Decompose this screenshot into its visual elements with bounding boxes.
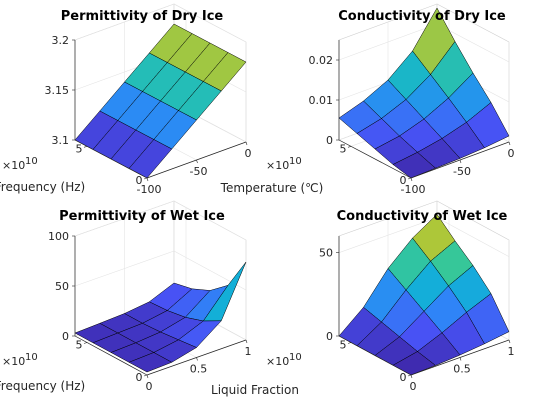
z-tick-label: 3.1: [52, 134, 70, 147]
x-tick-mark: [146, 374, 149, 379]
surface: [74, 23, 247, 179]
z-tick-label: 3.2: [52, 34, 70, 47]
x-tick-label: -50: [190, 165, 208, 178]
x-tick-label: 0: [245, 147, 252, 160]
x-tick-mark: [245, 141, 248, 146]
y-tick-mark: [143, 177, 148, 180]
x-tick-label: 0.5: [453, 363, 471, 376]
x-tick-label: 1: [245, 345, 252, 358]
z-tick-label: 3.15: [45, 84, 70, 97]
z-tick-label: 0: [326, 330, 333, 343]
y-axis-label: Frequency (Hz): [0, 180, 85, 194]
y-exponent-power: 10: [289, 352, 302, 363]
z-tick-label: 50: [319, 247, 333, 260]
x-tick-label: -100: [137, 183, 162, 196]
y-exponent-label: ×10: [266, 355, 289, 368]
x-tick-label: 0: [146, 380, 153, 393]
surface: [74, 261, 247, 373]
z-tick-label: 50: [55, 280, 69, 293]
z-tick-label: 100: [48, 230, 69, 243]
subplot-title: Conductivity of Wet Ice: [337, 209, 508, 224]
x-tick-label: -100: [401, 183, 426, 196]
x-tick-mark: [410, 374, 413, 379]
y-tick-label: 5: [76, 142, 83, 155]
x-tick-label: -50: [453, 165, 471, 178]
y-tick-label: 0: [136, 174, 143, 187]
x-tick-label: 0: [508, 147, 515, 160]
y-tick-label: 5: [76, 339, 83, 352]
y-tick-label: 5: [340, 142, 347, 155]
surface-patch: [392, 152, 436, 179]
x-tick-mark: [196, 159, 198, 164]
x-tick-mark: [508, 339, 511, 344]
y-tick-mark: [83, 146, 88, 148]
z-tick-label: 0: [326, 134, 333, 147]
y-tick-mark: [83, 342, 88, 344]
y-exponent-power: 10: [25, 352, 38, 363]
z-tick-label: 0: [62, 330, 69, 343]
x-tick-label: 1: [508, 345, 515, 358]
x-tick-label: 0.5: [190, 363, 208, 376]
y-exponent-label: ×10: [266, 159, 289, 172]
surface: [338, 7, 510, 179]
x-tick-mark: [245, 339, 248, 344]
y-tick-mark: [347, 146, 352, 148]
x-axis-label: Temperature (℃): [220, 181, 324, 195]
y-tick-label: 5: [340, 339, 347, 352]
y-tick-mark: [407, 374, 412, 377]
y-exponent-label: ×10: [2, 355, 25, 368]
x-tick-mark: [459, 159, 462, 164]
z-tick-label: 0.01: [309, 94, 334, 107]
x-tick-mark: [196, 357, 198, 361]
y-tick-label: 0: [136, 371, 143, 384]
y-tick-label: 0: [400, 174, 407, 187]
y-exponent-power: 10: [289, 156, 302, 167]
surface: [338, 214, 510, 376]
x-tick-mark: [146, 177, 149, 182]
z-tick-label: 0.02: [309, 54, 334, 67]
y-tick-mark: [347, 342, 352, 344]
surface-patch: [128, 352, 173, 373]
y-exponent-label: ×10: [2, 159, 25, 172]
x-tick-mark: [459, 357, 462, 361]
subplot-title: Conductivity of Dry Ice: [338, 9, 506, 24]
x-tick-mark: [508, 141, 511, 146]
y-axis-label: Frequency (Hz): [0, 379, 85, 393]
y-exponent-power: 10: [25, 156, 38, 167]
subplot-title: Permittivity of Wet Ice: [59, 209, 225, 224]
subplot-title: Permittivity of Dry Ice: [61, 9, 224, 24]
y-tick-mark: [143, 374, 148, 377]
x-tick-label: 0: [410, 380, 417, 393]
x-axis-label: Liquid Fraction: [211, 383, 299, 397]
x-tick-mark: [410, 177, 413, 182]
y-tick-mark: [407, 177, 412, 180]
y-tick-label: 0: [400, 371, 407, 384]
